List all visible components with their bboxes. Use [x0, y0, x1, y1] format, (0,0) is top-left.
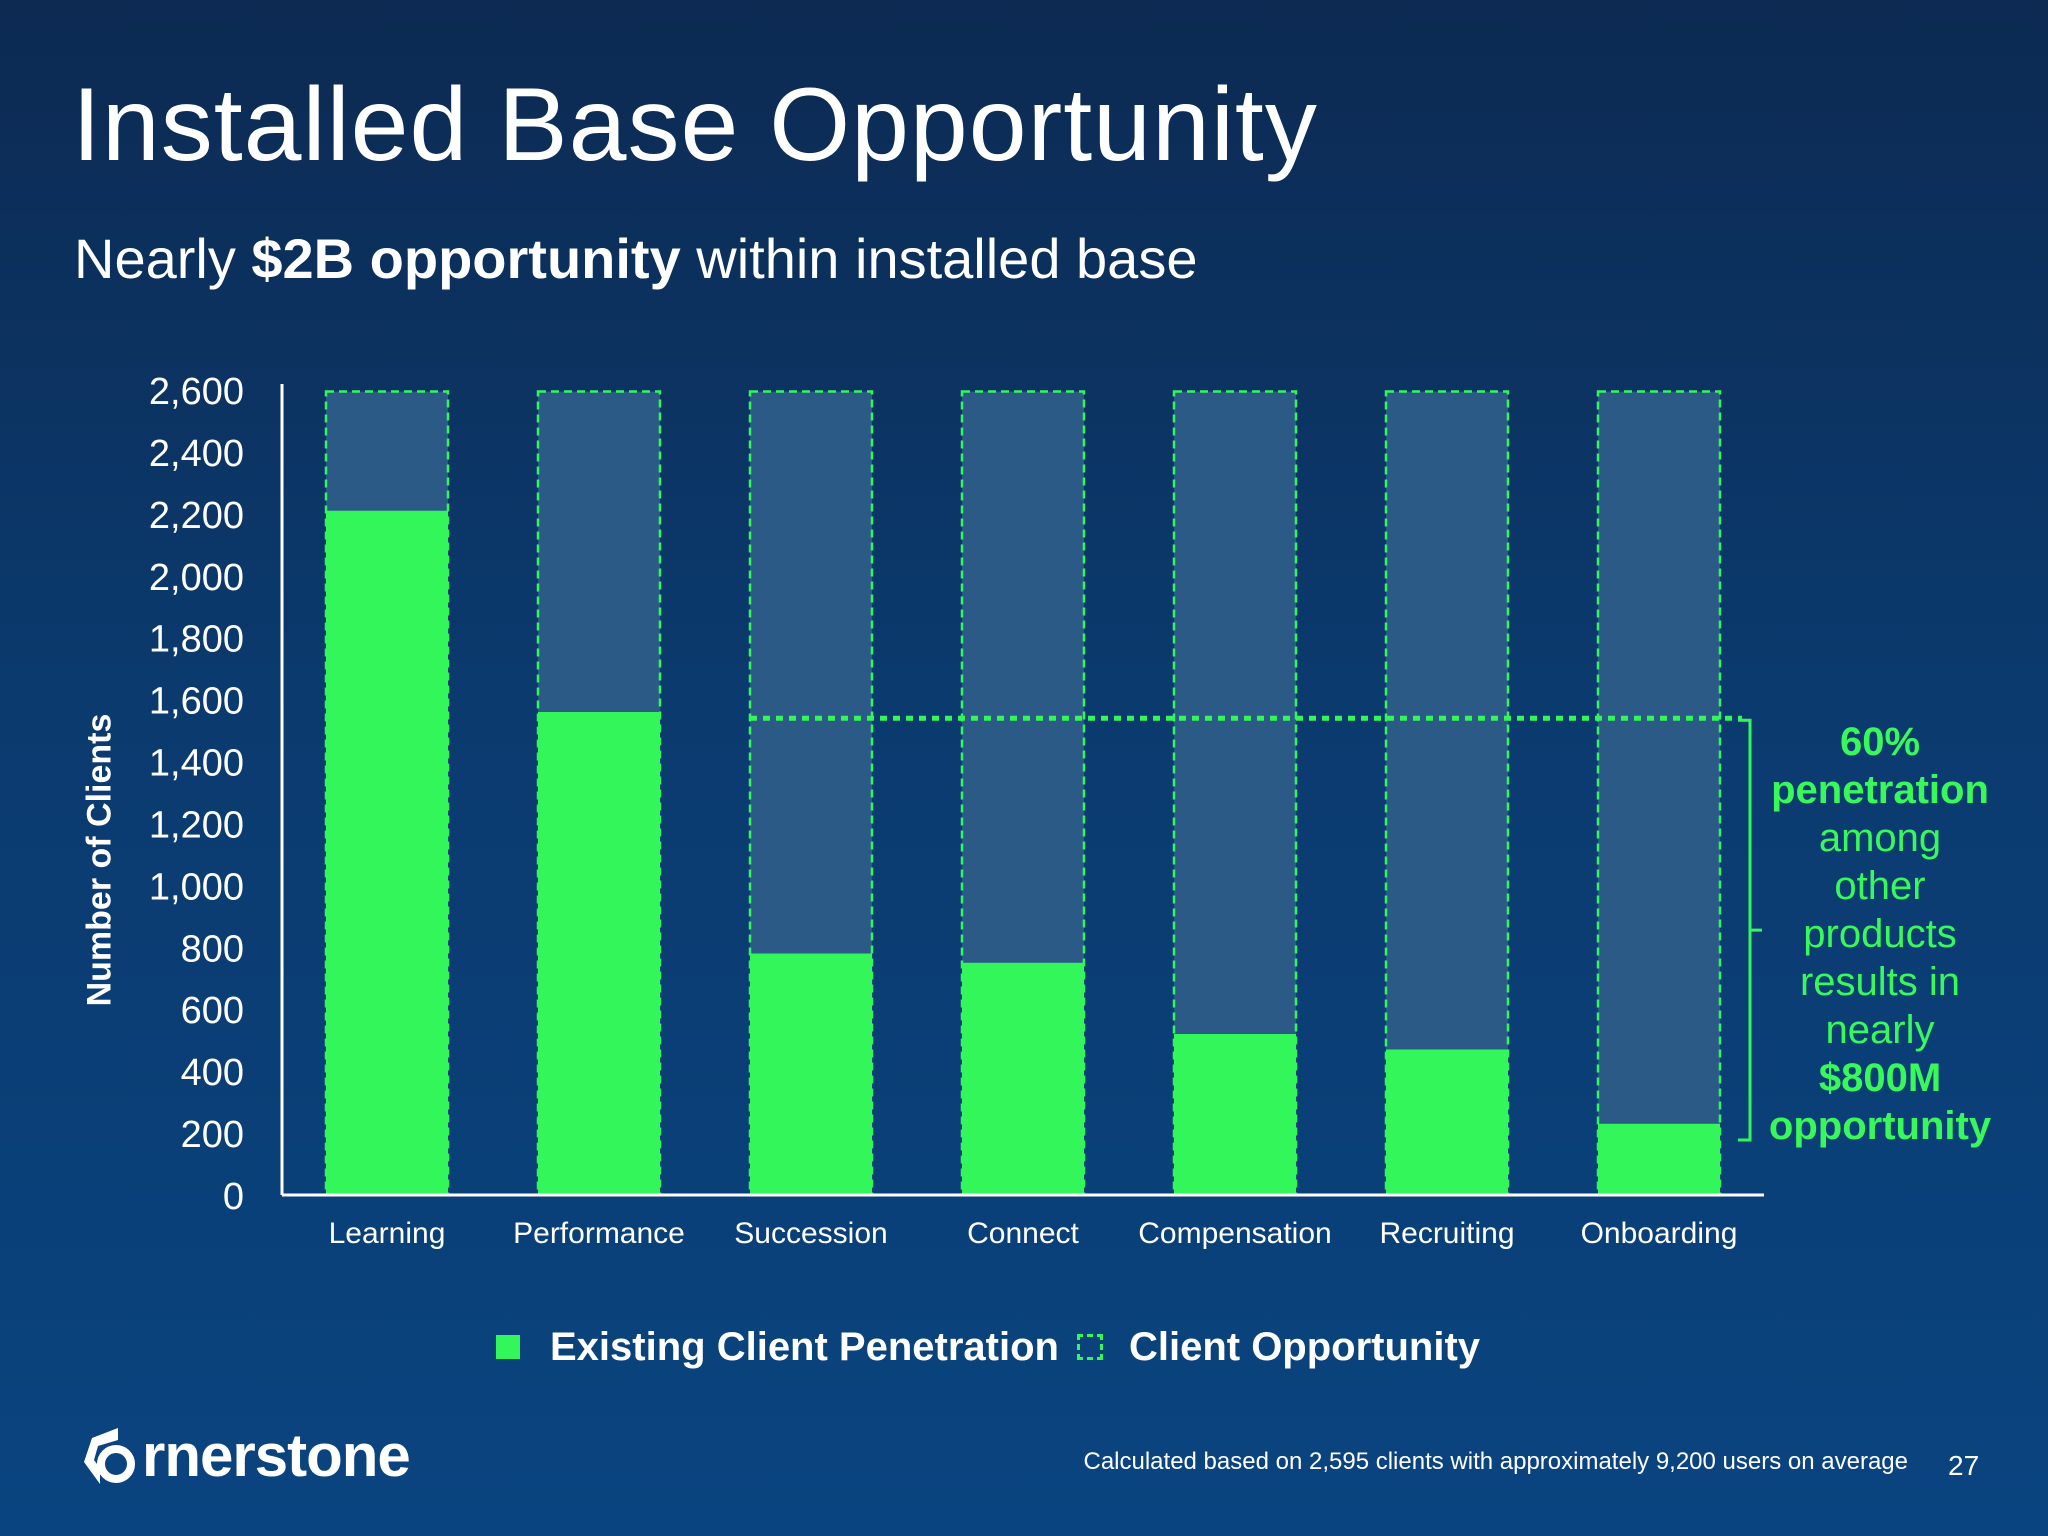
x-tick-label-performance: Performance	[513, 1217, 685, 1250]
penetration-annotation: 60% penetration among other products res…	[1760, 718, 2000, 1150]
annotation-bracket	[1738, 718, 1762, 1142]
existing-bar-onboarding	[1598, 1123, 1720, 1195]
y-tick-label: 2,200	[149, 495, 244, 537]
opportunity-bar-onboarding	[1596, 390, 1722, 1197]
y-tick-label: 1,800	[149, 619, 244, 661]
bar-chart: 0 200 400 600 800 1,000 1,200 1,400 1,600 1,800 2,…	[149, 371, 1762, 1250]
x-tick-label-compensation: Compensation	[1138, 1217, 1331, 1250]
existing-bar-connect	[962, 962, 1084, 1195]
existing-bar-succession	[750, 953, 872, 1195]
annotation-among: among	[1818, 816, 1942, 860]
y-tick-label: 400	[181, 1052, 244, 1094]
slide-title: Installed Base Opportunity	[72, 67, 1318, 183]
y-tick-label: 1,400	[149, 743, 244, 785]
y-tick-label: 800	[181, 928, 244, 970]
y-tick-label: 2,000	[149, 557, 244, 599]
legend-label-opportunity: Client Opportunity	[1128, 1324, 1481, 1369]
footnote: Calculated based on 2,595 clients with a…	[1083, 1448, 1908, 1475]
y-tick-label: 1,200	[149, 804, 244, 846]
y-tick-label: 1,000	[149, 866, 244, 908]
legend-swatch-existing	[496, 1335, 520, 1359]
subtitle-suffix: within installed base	[680, 227, 1198, 290]
page-number: 27	[1948, 1450, 1980, 1481]
y-tick-label: 2,600	[149, 371, 244, 413]
chart-legend: Existing Client Penetration Client Oppor…	[496, 1322, 1480, 1372]
y-tick-label: 600	[181, 990, 244, 1032]
x-tick-label-connect: Connect	[967, 1217, 1079, 1250]
logo-wordmark: rnerstone	[142, 1421, 411, 1489]
x-tick-label-recruiting: Recruiting	[1379, 1217, 1514, 1250]
annotation-opportunity: opportunity	[1768, 1104, 1992, 1148]
company-logo: rnerstone	[78, 1420, 411, 1490]
annotation-other: other	[1834, 864, 1926, 908]
logo-mark-icon	[84, 1428, 135, 1484]
y-tick-label: 200	[181, 1114, 244, 1156]
x-tick-label-succession: Succession	[734, 1217, 887, 1250]
y-axis-title: Number of Clients	[80, 713, 119, 1007]
x-tick-label-learning: Learning	[329, 1217, 446, 1250]
slide-subtitle: Nearly $2B opportunity within installed …	[74, 226, 1197, 291]
annotation-nearly: nearly	[1825, 1008, 1935, 1052]
subtitle-prefix: Nearly	[74, 227, 252, 290]
annotation-percent: 60%	[1839, 720, 1921, 764]
existing-bar-recruiting	[1386, 1049, 1508, 1195]
legend-label-existing: Existing Client Penetration	[550, 1324, 1059, 1369]
x-tick-label-onboarding: Onboarding	[1581, 1217, 1738, 1250]
y-tick-label: 2,400	[149, 433, 244, 475]
annotation-results: results in	[1799, 960, 1961, 1004]
y-tick-label: 1,600	[149, 681, 244, 723]
legend-swatch-opportunity	[1076, 1334, 1103, 1360]
annotation-amount: $800M	[1818, 1056, 1942, 1100]
annotation-penetration: penetration	[1771, 768, 1989, 812]
annotation-products: products	[1803, 912, 1957, 956]
y-tick-label: 0	[223, 1176, 244, 1218]
existing-bar-performance	[538, 712, 660, 1195]
subtitle-emphasis: $2B opportunity	[251, 227, 681, 290]
existing-bar-compensation	[1174, 1034, 1296, 1195]
existing-bar-learning	[326, 510, 448, 1195]
